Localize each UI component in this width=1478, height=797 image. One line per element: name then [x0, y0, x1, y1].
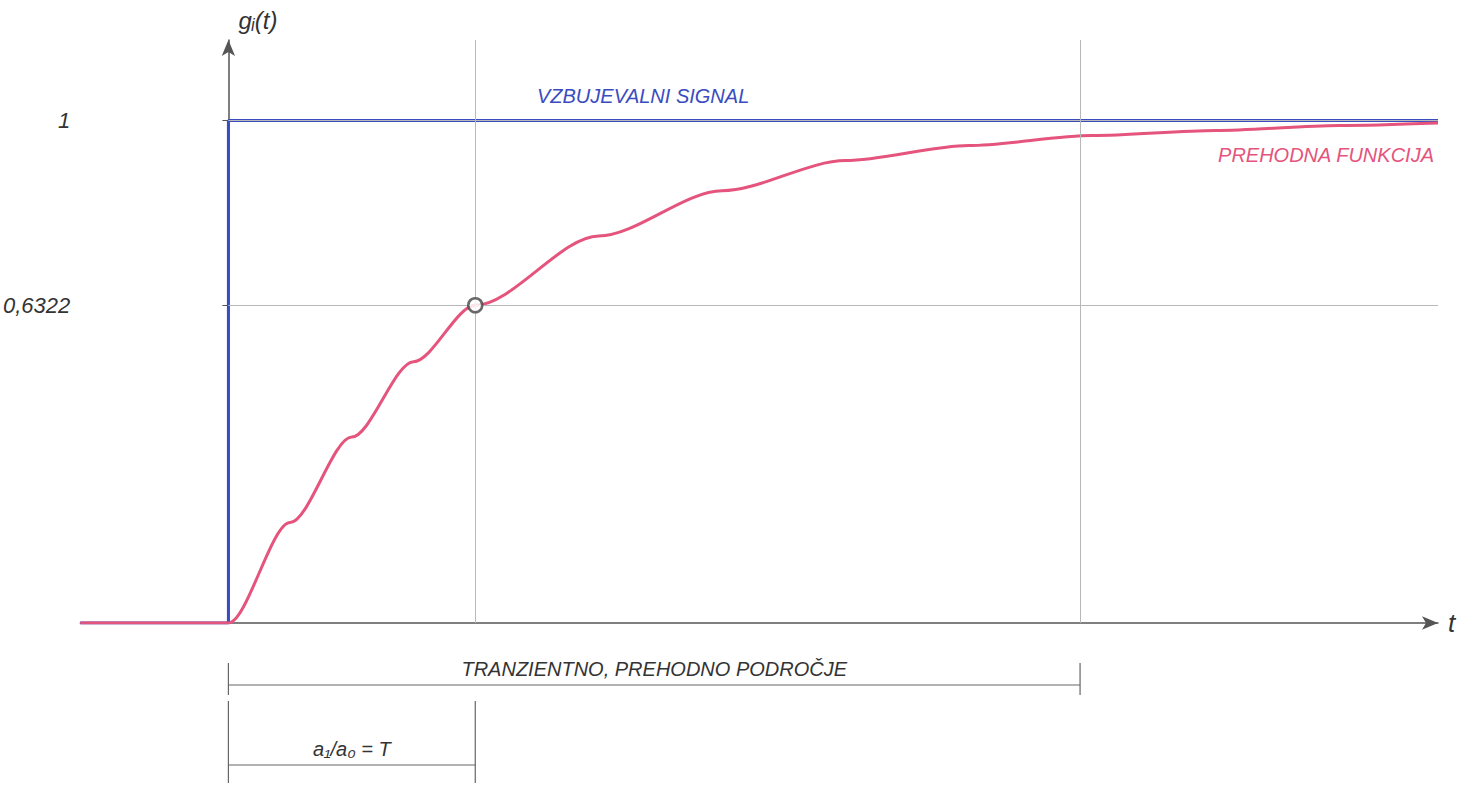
svg-text:PREHODNA FUNKCIJA: PREHODNA FUNKCIJA: [1218, 144, 1434, 166]
svg-text:gᵢ(t): gᵢ(t): [238, 7, 277, 34]
svg-text:1: 1: [58, 108, 70, 133]
svg-text:0,6322: 0,6322: [3, 293, 70, 318]
svg-text:TRANZIENTNO, PREHODNO PODROČJE: TRANZIENTNO, PREHODNO PODROČJE: [461, 658, 847, 680]
svg-text:t: t: [1448, 608, 1457, 638]
svg-text:VZBUJEVALNI SIGNAL: VZBUJEVALNI SIGNAL: [537, 85, 749, 107]
svg-text:a₁/a₀ = T: a₁/a₀ = T: [313, 738, 392, 760]
